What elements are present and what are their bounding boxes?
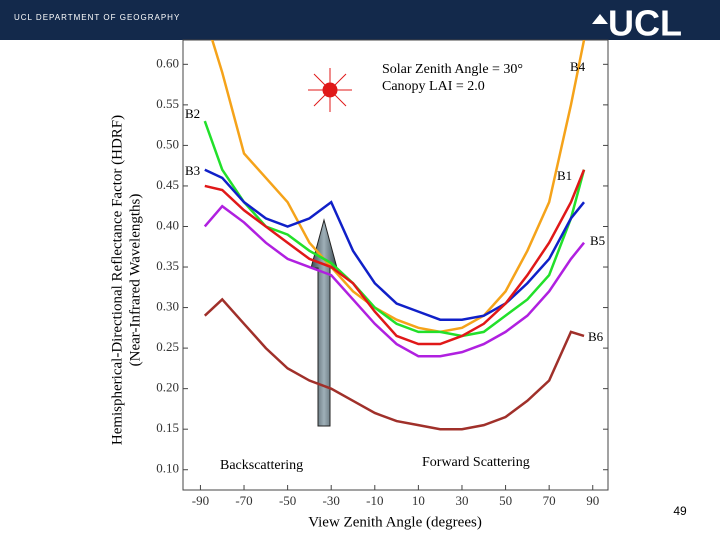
x-tick-label: -10 xyxy=(366,493,383,508)
y-tick-label: 0.30 xyxy=(156,299,179,314)
series-line xyxy=(203,297,585,431)
series-label: B1 xyxy=(557,168,572,183)
department: UCL DEPARTMENT OF GEOGRAPHY xyxy=(14,13,180,22)
y-tick-label: 0.60 xyxy=(156,55,179,70)
x-axis-label: View Zenith Angle (degrees) xyxy=(308,514,482,530)
y-tick-label: 0.50 xyxy=(156,136,179,151)
series-line xyxy=(210,40,586,334)
series-label: B2 xyxy=(185,106,200,121)
y-axis-label: (Near-Infrared Wavelengths) xyxy=(127,194,143,367)
x-tick-label: -50 xyxy=(279,493,296,508)
y-axis-label: Hemispherical-Directional Reflectance Fa… xyxy=(109,115,125,445)
x-tick-label: 50 xyxy=(499,493,512,508)
y-tick-label: 0.40 xyxy=(156,217,179,232)
y-tick-label: 0.35 xyxy=(156,258,179,273)
series-label: B4 xyxy=(570,59,586,74)
plot xyxy=(203,40,586,431)
annotation: Forward Scattering xyxy=(422,455,530,470)
series-label: B3 xyxy=(185,163,200,178)
plot-frame xyxy=(182,39,609,491)
x-tick-label: 30 xyxy=(455,493,468,508)
y-tick-label: 0.55 xyxy=(156,96,179,111)
logo-dome xyxy=(592,14,608,24)
y-tick-label: 0.25 xyxy=(156,339,179,354)
x-tick-label: 10 xyxy=(412,493,425,508)
arrow xyxy=(310,218,338,427)
page-number: 49 xyxy=(673,504,687,518)
x-tick-label: -70 xyxy=(235,493,252,508)
y-tick-label: 0.20 xyxy=(156,380,179,395)
series-line xyxy=(204,169,586,346)
y-tick-label: 0.45 xyxy=(156,177,179,192)
y-tick-label: 0.15 xyxy=(156,420,179,435)
x-tick-label: 90 xyxy=(586,493,599,508)
series-line xyxy=(203,204,585,358)
x-tick-label: -90 xyxy=(192,493,209,508)
sun-icon xyxy=(308,68,352,112)
series-line xyxy=(204,168,585,321)
y-tick-label: 0.10 xyxy=(156,461,179,476)
x-tick-label: 70 xyxy=(543,493,556,508)
series-label: B5 xyxy=(590,233,605,248)
annotation: Backscattering xyxy=(220,458,303,473)
series-label: B6 xyxy=(588,329,604,344)
annotation: Solar Zenith Angle = 30° xyxy=(382,62,523,77)
logo: UCL xyxy=(608,3,682,44)
x-tick-label: -30 xyxy=(323,493,340,508)
series-line xyxy=(203,120,586,338)
annotation: Canopy LAI = 2.0 xyxy=(382,79,485,94)
